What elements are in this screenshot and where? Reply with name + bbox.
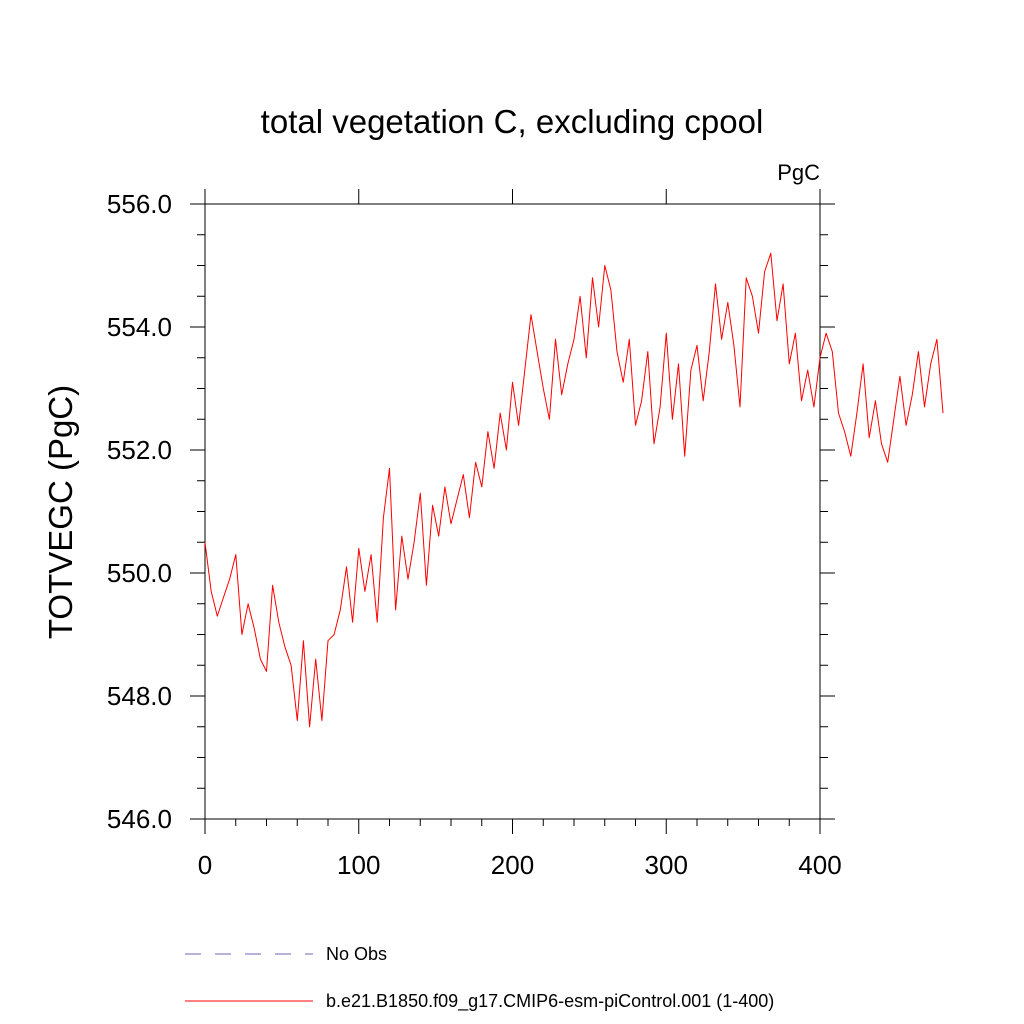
units-label: PgC [777, 160, 820, 185]
x-tick-label: 0 [198, 850, 212, 880]
axis-labels: 0 100 200 300 400 546.0 548.0 550.0 552.0 554.0 55… [107, 189, 842, 880]
chart-title: total vegetation C, excluding cpool [261, 103, 764, 140]
axis-ticks [190, 189, 835, 834]
y-tick-label: 548.0 [107, 681, 172, 711]
y-axis-label: TOTVEGC (PgC) [42, 385, 79, 639]
x-tick-label: 200 [491, 850, 534, 880]
y-tick-label: 554.0 [107, 312, 172, 342]
plot-area [204, 203, 944, 820]
x-tick-label: 300 [645, 850, 688, 880]
y-tick-label: 556.0 [107, 189, 172, 219]
legend-label-1: b.e21.B1850.f09_g17.CMIP6-esm-piControl.… [326, 991, 774, 1012]
series-line-0 [204, 252, 944, 728]
plot-frame [204, 203, 821, 820]
y-tick-label: 546.0 [107, 804, 172, 834]
y-tick-label: 552.0 [107, 435, 172, 465]
legend-label-0: No Obs [326, 944, 387, 964]
y-tick-label: 550.0 [107, 558, 172, 588]
x-tick-label: 100 [337, 850, 380, 880]
legend: No Obs b.e21.B1850.f09_g17.CMIP6-esm-piCo… [185, 944, 774, 1012]
x-tick-label: 400 [798, 850, 841, 880]
